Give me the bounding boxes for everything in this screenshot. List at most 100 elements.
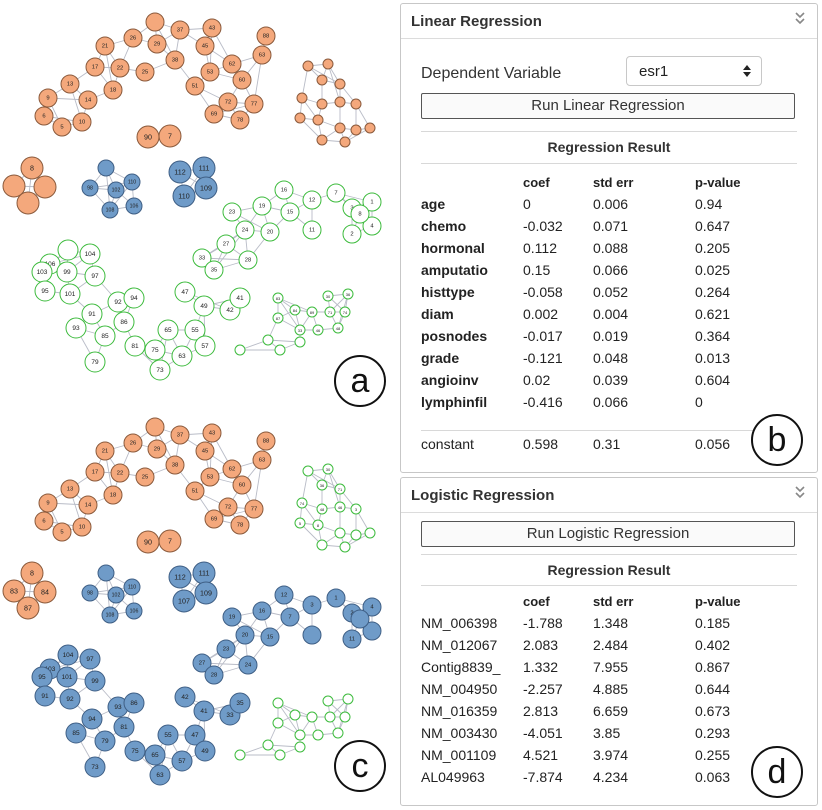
graph-node[interactable] (57, 644, 79, 666)
graph-node[interactable] (204, 260, 224, 280)
graph-node[interactable] (85, 462, 105, 482)
graph-node[interactable] (123, 692, 145, 714)
graph-node[interactable] (57, 239, 79, 261)
graph-node[interactable] (274, 585, 294, 605)
graph-node[interactable] (296, 92, 308, 104)
graph-node[interactable] (158, 124, 182, 148)
graph-node[interactable] (252, 601, 272, 621)
graph-node[interactable] (194, 335, 216, 357)
graph-node[interactable] (339, 136, 351, 148)
graph-node[interactable] (16, 596, 40, 620)
graph-node[interactable] (332, 727, 344, 739)
graph-node[interactable] (280, 202, 300, 222)
graph-node[interactable] (144, 339, 166, 361)
graph-node[interactable] (145, 417, 165, 437)
graph-node[interactable] (65, 317, 87, 339)
graph-node[interactable] (350, 529, 362, 541)
graph-node[interactable] (72, 112, 92, 132)
graph-node[interactable] (194, 740, 216, 762)
graph-node[interactable] (78, 90, 98, 110)
graph-node[interactable] (101, 201, 119, 219)
graph-node[interactable] (294, 324, 306, 336)
graph-node[interactable] (103, 80, 123, 100)
graph-node[interactable] (362, 597, 382, 617)
graph-node[interactable] (334, 483, 346, 495)
graph-node[interactable] (56, 666, 78, 688)
graph-node[interactable] (147, 439, 167, 459)
graph-node[interactable] (272, 717, 284, 729)
graph-node[interactable] (192, 653, 212, 673)
graph-node[interactable] (222, 54, 242, 74)
graph-node[interactable] (316, 503, 328, 515)
graph-node[interactable] (171, 345, 193, 367)
graph-node[interactable] (262, 334, 274, 346)
graph-node[interactable] (289, 709, 301, 721)
graph-node[interactable] (234, 344, 246, 356)
graph-node[interactable] (222, 459, 242, 479)
graph-node[interactable] (350, 124, 362, 136)
graph-node[interactable] (84, 265, 106, 287)
graph-node[interactable] (312, 519, 324, 531)
graph-node[interactable] (200, 467, 220, 487)
graph-node[interactable] (2, 579, 26, 603)
graph-node[interactable] (192, 248, 212, 268)
graph-node[interactable] (272, 292, 284, 304)
graph-node[interactable] (95, 36, 115, 56)
graph-node[interactable] (34, 106, 54, 126)
graph-node[interactable] (107, 181, 125, 199)
graph-node[interactable] (172, 184, 196, 208)
graph-node[interactable] (168, 160, 192, 184)
graph-node[interactable] (147, 34, 167, 54)
graph-node[interactable] (234, 749, 246, 761)
graph-node[interactable] (256, 26, 276, 46)
graph-node[interactable] (194, 581, 218, 605)
graph-node[interactable] (38, 493, 58, 513)
graph-node[interactable] (113, 716, 135, 738)
graph-node[interactable] (33, 580, 57, 604)
graph-node[interactable] (79, 648, 101, 670)
graph-node[interactable] (123, 173, 141, 191)
graph-node[interactable] (94, 730, 116, 752)
graph-node[interactable] (326, 183, 346, 203)
graph-node[interactable] (232, 70, 252, 90)
graph-node[interactable] (123, 433, 143, 453)
graph-node[interactable] (157, 319, 179, 341)
graph-node[interactable] (202, 423, 222, 443)
graph-node[interactable] (204, 665, 224, 685)
graph-node[interactable] (124, 335, 146, 357)
dependent-variable-select[interactable]: esr1 (626, 56, 762, 86)
graph-node[interactable] (332, 322, 344, 334)
graph-node[interactable] (274, 344, 286, 356)
graph-node[interactable] (149, 764, 171, 786)
graph-node[interactable] (79, 243, 101, 265)
graph-node[interactable] (350, 204, 370, 224)
graph-node[interactable] (60, 74, 80, 94)
graph-node[interactable] (289, 304, 301, 316)
graph-node[interactable] (322, 695, 334, 707)
graph-node[interactable] (302, 190, 322, 210)
graph-node[interactable] (322, 290, 334, 302)
graph-node[interactable] (339, 711, 351, 723)
graph-node[interactable] (2, 174, 26, 198)
graph-node[interactable] (312, 729, 324, 741)
graph-node[interactable] (38, 88, 58, 108)
graph-node[interactable] (81, 584, 99, 602)
run-linear-regression-button[interactable]: Run Linear Regression (421, 93, 795, 119)
graph-node[interactable] (302, 60, 314, 72)
graph-node[interactable] (324, 306, 336, 318)
graph-node[interactable] (174, 686, 196, 708)
graph-node[interactable] (113, 311, 135, 333)
graph-node[interactable] (84, 756, 106, 778)
graph-node[interactable] (124, 740, 146, 762)
graph-node[interactable] (294, 741, 306, 753)
graph-node[interactable] (235, 220, 255, 240)
graph-node[interactable] (334, 78, 346, 90)
graph-node[interactable] (342, 693, 354, 705)
graph-node[interactable] (316, 74, 328, 86)
graph-node[interactable] (16, 191, 40, 215)
graph-node[interactable] (194, 176, 218, 200)
graph-node[interactable] (222, 607, 242, 627)
graph-node[interactable] (326, 588, 346, 608)
graph-node[interactable] (97, 564, 115, 582)
graph-node[interactable] (101, 606, 119, 624)
